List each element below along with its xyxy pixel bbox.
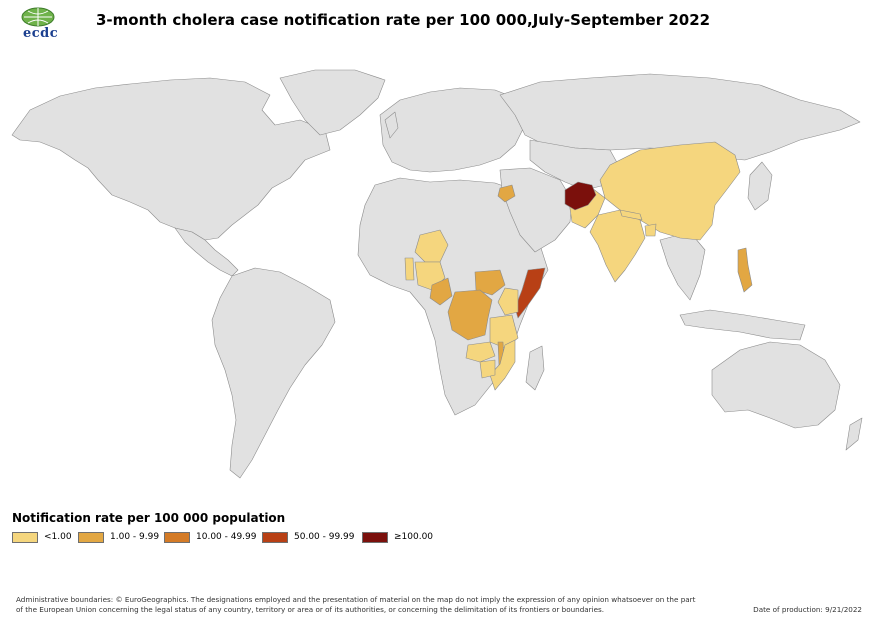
australia <box>711 341 841 429</box>
zimbabwe <box>479 359 496 379</box>
north-america <box>11 77 331 241</box>
south-america <box>211 267 336 479</box>
kenya <box>497 287 519 316</box>
philippines <box>737 247 753 293</box>
new-zealand <box>845 417 863 451</box>
legend-title: Notification rate per 100 000 population <box>12 511 286 525</box>
nepal <box>619 209 643 221</box>
legend-item: 1.00 - 9.99 <box>78 530 159 544</box>
ecdc-globe-icon <box>21 7 55 27</box>
legend-swatch <box>12 531 38 543</box>
legend-item: 10.00 - 49.99 <box>164 530 257 544</box>
legend-label: 10.00 - 49.99 <box>196 532 257 542</box>
legend-item: <1.00 <box>12 530 72 544</box>
madagascar <box>525 345 545 391</box>
logo-text: ecdc <box>23 26 59 41</box>
dr-congo <box>447 289 493 341</box>
legend-label: 50.00 - 99.99 <box>294 532 355 542</box>
afghanistan <box>564 181 597 211</box>
benin <box>404 257 415 281</box>
southeast-asia <box>659 231 706 301</box>
legend-swatch <box>78 531 104 543</box>
map-title: 3-month cholera case notification rate p… <box>96 11 711 29</box>
somalia <box>514 267 546 319</box>
syria <box>497 184 516 203</box>
disclaimer: Administrative boundaries: © EuroGeograp… <box>16 595 696 614</box>
zambia <box>465 341 496 363</box>
mozambique <box>489 339 516 391</box>
production-date: Date of production: 9/21/2022 <box>753 605 862 614</box>
legend-swatch <box>262 531 288 543</box>
central-asia <box>529 139 621 191</box>
legend: <1.00 1.00 - 9.99 10.00 - 49.99 50.00 - … <box>12 530 452 546</box>
world-map <box>11 69 863 479</box>
south-sudan <box>474 269 506 296</box>
bangladesh <box>644 223 657 237</box>
cameroon <box>429 277 453 306</box>
central-america <box>174 227 239 277</box>
legend-swatch <box>362 531 388 543</box>
legend-label: <1.00 <box>44 532 72 542</box>
ecdc-logo: ecdc <box>20 6 64 46</box>
legend-item: 50.00 - 99.99 <box>262 530 355 544</box>
legend-label: 1.00 - 9.99 <box>110 532 160 542</box>
japan <box>747 161 773 211</box>
indonesia <box>679 309 806 341</box>
legend-swatch <box>164 531 190 543</box>
uk <box>384 111 399 139</box>
india <box>589 209 646 283</box>
middle-east <box>499 167 573 253</box>
legend-label: ≥100.00 <box>394 532 434 542</box>
europe <box>379 87 526 173</box>
greenland <box>279 69 386 136</box>
legend-item: ≥100.00 <box>362 530 433 544</box>
